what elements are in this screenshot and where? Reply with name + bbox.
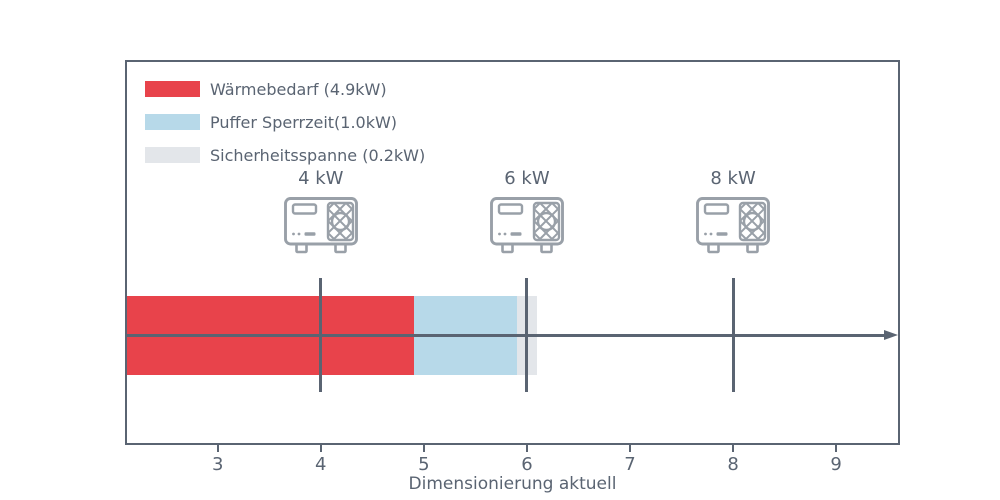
heat-pump-icon-pump-8kw — [696, 197, 771, 254]
heat-pump-icon-pump-4kw — [283, 197, 358, 254]
x-tick-mark-8 — [732, 445, 735, 452]
legend: Wärmebedarf (4.9kW) Puffer Sperrzeit(1.0k… — [145, 79, 426, 180]
legend-label-sicherheitsspanne: Sicherheitsspanne (0.2kW) — [210, 145, 426, 165]
legend-row-waermebedarf: Wärmebedarf (4.9kW) — [145, 79, 425, 99]
legend-row-sicherheitsspanne: Sicherheitsspanne (0.2kW) — [145, 145, 426, 165]
x-tick-mark-7 — [629, 445, 631, 452]
legend-row-puffer-sperrzeit: Puffer Sperrzeit(1.0kW) — [145, 112, 425, 132]
x-tick-label-7: 7 — [624, 454, 636, 475]
marker-line-pump-4kw — [319, 278, 323, 392]
legend-swatch-waermebedarf — [145, 81, 200, 97]
x-tick-mark-3 — [216, 445, 219, 452]
x-axis-arrow-line — [127, 334, 885, 337]
heat-pump-icon-pump-6kw — [489, 197, 564, 254]
x-axis-arrow-head-icon — [884, 330, 898, 340]
x-tick-label-3: 3 — [211, 454, 224, 475]
legend-swatch-puffer-sperrzeit — [145, 114, 200, 130]
x-tick-label-8: 8 — [727, 454, 739, 475]
x-tick-mark-6 — [525, 445, 528, 452]
x-tick-label-5: 5 — [418, 454, 430, 475]
pump-size-label-pump-4kw: 4 kW — [298, 168, 344, 189]
pump-size-label-pump-8kw: 8 kW — [710, 168, 756, 189]
x-axis-label: Dimensionierung aktuell — [408, 474, 617, 494]
x-tick-label-6: 6 — [521, 454, 533, 475]
legend-swatch-sicherheitsspanne — [145, 147, 200, 163]
x-tick-mark-9 — [835, 445, 838, 452]
x-tick-label-9: 9 — [830, 454, 842, 475]
legend-label-puffer-sperrzeit: Puffer Sperrzeit(1.0kW) — [210, 112, 398, 132]
x-tick-mark-5 — [422, 445, 425, 452]
marker-line-pump-8kw — [731, 278, 735, 392]
marker-line-pump-6kw — [525, 278, 529, 392]
plot-area: 4 kW 6 kW — [125, 60, 900, 475]
legend-label-waermebedarf: Wärmebedarf (4.9kW) — [210, 79, 387, 99]
x-tick-label-4: 4 — [315, 454, 327, 475]
x-tick-mark-4 — [319, 445, 322, 452]
pump-size-label-pump-6kw: 6 kW — [504, 168, 550, 189]
